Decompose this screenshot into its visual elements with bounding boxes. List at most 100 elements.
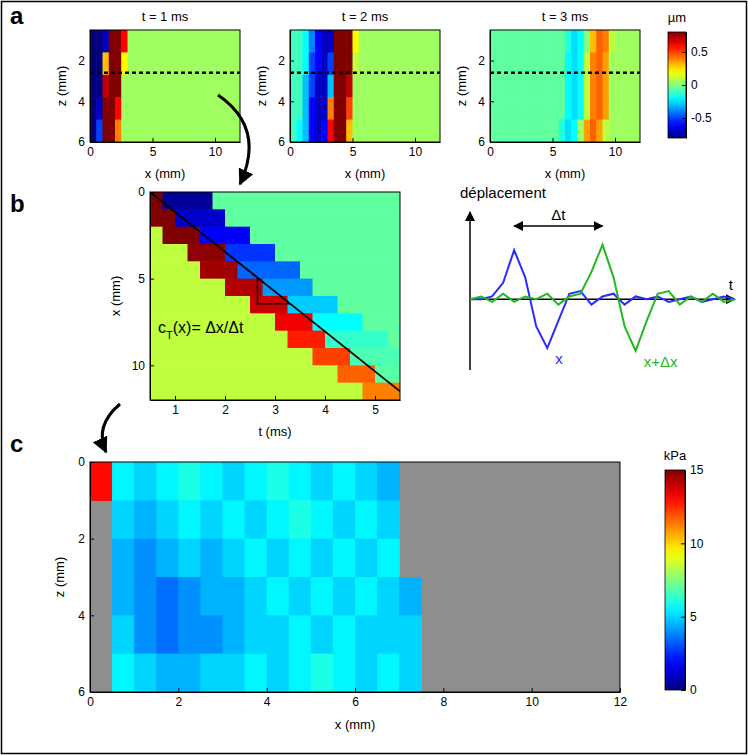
cell — [250, 348, 263, 366]
cell — [96, 30, 103, 53]
cell — [578, 75, 585, 98]
tick-mark — [325, 396, 326, 400]
cell — [311, 462, 334, 501]
cell — [384, 30, 391, 53]
cell — [263, 192, 276, 210]
cell — [203, 97, 210, 120]
colorbar: -0.500.5µm — [668, 10, 712, 139]
tick-mark — [175, 396, 176, 400]
cell — [128, 97, 135, 120]
tick: 10 — [609, 138, 623, 159]
cell — [156, 577, 179, 616]
cell — [267, 462, 290, 501]
cell — [150, 279, 163, 297]
cell — [578, 30, 585, 53]
cell — [178, 577, 201, 616]
cell — [321, 75, 328, 98]
cell — [363, 313, 376, 331]
tick: 0 — [681, 683, 697, 697]
tick-mark — [90, 615, 94, 616]
cell — [134, 120, 141, 142]
cell — [156, 539, 179, 578]
cell — [546, 97, 553, 120]
cell — [313, 209, 326, 227]
tick: 5 — [350, 138, 357, 159]
series-line — [470, 245, 735, 351]
cell — [496, 97, 503, 120]
cell — [346, 30, 353, 53]
cell — [528, 75, 535, 98]
cell — [350, 296, 363, 314]
cell — [503, 97, 510, 120]
cell — [321, 30, 328, 53]
x-axis: 024681012 — [87, 688, 627, 709]
cell — [263, 348, 276, 366]
cell — [263, 365, 276, 383]
cell — [288, 365, 301, 383]
y-axis: 0246 — [78, 455, 94, 699]
cell — [384, 97, 391, 120]
cell — [188, 227, 201, 245]
cell — [159, 97, 166, 120]
cell — [313, 365, 326, 383]
cell — [109, 75, 116, 98]
cell — [200, 348, 213, 366]
cell — [388, 331, 401, 349]
cell — [300, 296, 313, 314]
cell — [328, 75, 335, 98]
cell — [178, 615, 201, 654]
cell — [200, 209, 213, 227]
cell — [350, 365, 363, 383]
cell — [571, 97, 578, 120]
cell — [334, 30, 341, 53]
cell — [313, 244, 326, 262]
cell — [333, 539, 356, 578]
cell — [313, 227, 326, 245]
cell — [238, 348, 251, 366]
cell — [288, 331, 301, 349]
cell — [634, 97, 640, 120]
profile-line — [490, 72, 640, 75]
cell — [321, 97, 328, 120]
plot-frame — [90, 30, 240, 142]
cell — [188, 348, 201, 366]
panel-letter: c — [10, 430, 23, 457]
cell — [288, 313, 301, 331]
cell — [225, 365, 238, 383]
cell — [521, 120, 528, 142]
cell — [325, 279, 338, 297]
cell — [303, 75, 310, 98]
cell — [90, 30, 97, 53]
axis-line — [685, 471, 686, 691]
tick: 2 — [78, 54, 94, 68]
tick: 10 — [681, 537, 704, 551]
delta-arrow — [514, 225, 602, 227]
cell — [565, 30, 572, 53]
cell — [289, 539, 312, 578]
cell — [223, 615, 246, 654]
cell — [188, 279, 201, 297]
cell — [490, 120, 497, 142]
cell — [96, 97, 103, 120]
cell — [188, 296, 201, 314]
cell — [163, 348, 176, 366]
cell — [596, 30, 603, 53]
cell — [603, 120, 610, 142]
cell — [375, 296, 388, 314]
cell — [325, 192, 338, 210]
plot-frame — [150, 192, 400, 400]
cell — [250, 244, 263, 262]
cell — [203, 75, 210, 98]
cell — [112, 615, 135, 654]
cell — [338, 244, 351, 262]
cell — [196, 75, 203, 98]
cell — [159, 120, 166, 142]
cell — [609, 97, 616, 120]
tick-mark — [150, 192, 154, 193]
colorbar-axis: -0.500.5 — [682, 33, 712, 139]
cell — [263, 244, 276, 262]
figure-border — [2, 2, 747, 754]
cell — [353, 97, 360, 120]
cell — [315, 120, 322, 142]
cell — [250, 313, 263, 331]
